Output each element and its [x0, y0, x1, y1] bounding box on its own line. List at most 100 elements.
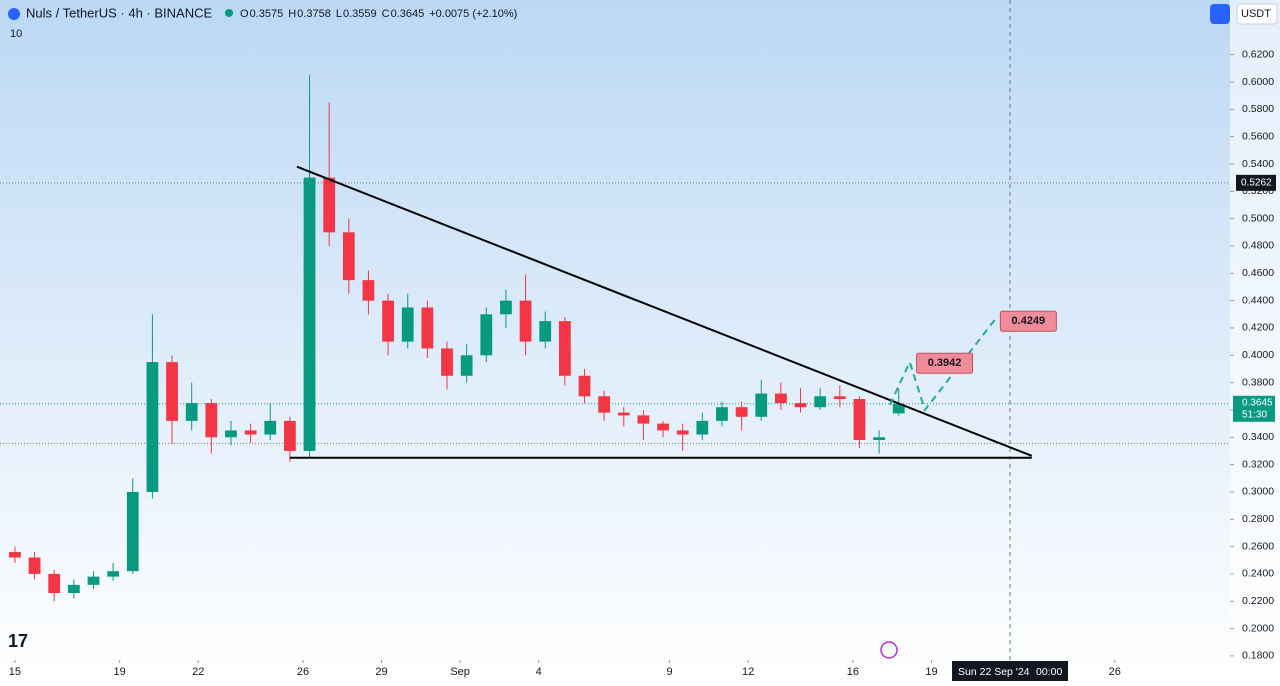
x-tick-label: 12 [742, 666, 754, 678]
x-tick-label: 9 [667, 666, 673, 678]
trendline [296, 165, 1033, 457]
overlay: 0.3942 0.4249 [289, 165, 1057, 459]
candle-body [107, 571, 120, 577]
candle-body [225, 430, 237, 438]
candle-body [67, 584, 80, 594]
x-tick-label: 19 [925, 666, 937, 678]
candle-body [519, 300, 532, 342]
candle-body [873, 437, 885, 440]
x-tick-label: 19 [114, 666, 126, 678]
plot [0, 0, 1234, 663]
y-tick-label: 0.6000 [1242, 76, 1274, 88]
y-tick-label: 0.5800 [1242, 103, 1274, 115]
candle-body [775, 393, 787, 404]
crosshair-date: Sun 22 Sep '24 [958, 666, 1030, 678]
y-tick-label: 0.5400 [1242, 158, 1274, 170]
candle-body [303, 177, 316, 451]
y-tick-label: 0.4400 [1242, 294, 1274, 306]
candle-body [617, 412, 630, 416]
projection [888, 319, 996, 413]
y-tick-label: 0.4600 [1242, 267, 1274, 279]
candle-body [676, 430, 689, 435]
current-price-box [1233, 395, 1275, 422]
x-tick-label: 29 [375, 666, 387, 678]
ohlc-value: 0.3758 [297, 8, 331, 20]
ohlc-key: L [336, 8, 342, 20]
y-tick-label: 0.2800 [1242, 513, 1274, 525]
y-tick-label: 0.2400 [1242, 568, 1274, 580]
ohlc-value: 0.3645 [391, 8, 425, 20]
candle-body [500, 300, 512, 315]
candle-body [853, 399, 866, 440]
x-tick-label: 16 [847, 666, 859, 678]
y-tick-label: 0.3000 [1242, 486, 1274, 498]
candle-body [9, 552, 21, 558]
candle-body [814, 396, 827, 408]
candle-body [283, 420, 296, 451]
candle-body [323, 177, 336, 233]
volume-toggle[interactable]: 10 [10, 28, 22, 40]
target-label: 0.3942 [928, 357, 962, 369]
candle-body [342, 232, 355, 281]
x-tick-label: Sep [450, 666, 470, 678]
candle-body [421, 307, 434, 349]
target-box [999, 310, 1057, 332]
candle-body [460, 355, 473, 376]
candle-body [146, 362, 159, 492]
y-tick-label: 0.3400 [1242, 431, 1274, 443]
crosshair-price-label: 0.5262 [1241, 177, 1272, 188]
alert-icon[interactable] [880, 641, 898, 659]
candle-body [637, 415, 650, 424]
x-tick-label: 22 [192, 666, 204, 678]
candle-body [48, 573, 61, 594]
screenshot-button[interactable] [1210, 4, 1230, 24]
candle-body [696, 420, 709, 435]
status-dot [225, 9, 233, 17]
candle-body [126, 491, 139, 572]
change: +0.0075 (+2.10%) [429, 8, 517, 20]
candle-body [362, 280, 375, 301]
ohlc-value: 0.3559 [343, 8, 377, 20]
ohlc-key: O [240, 8, 249, 20]
y-tick-label: 0.6200 [1242, 48, 1274, 60]
x-tick-label: 26 [1109, 666, 1121, 678]
candle-body [264, 420, 277, 435]
y-tick-label: 0.3800 [1242, 376, 1274, 388]
candle-body [87, 576, 100, 585]
candle-body [716, 407, 728, 421]
symbol-icon [8, 8, 20, 20]
countdown: 51:30 [1242, 409, 1267, 420]
candle-body [892, 403, 905, 414]
y-tick-label: 0.4000 [1242, 349, 1274, 361]
candle-body [480, 314, 493, 356]
candle-body [441, 348, 453, 376]
price-axis-bg [1230, 0, 1280, 681]
candle-body [794, 403, 807, 408]
target-label: 0.4249 [1012, 315, 1046, 327]
y-tick-label: 0.2000 [1242, 622, 1274, 634]
y-tick-label: 0.4200 [1242, 322, 1274, 334]
x-tick-label: 4 [536, 666, 542, 678]
y-tick-label: 0.3200 [1242, 458, 1274, 470]
candle-body [28, 557, 41, 574]
y-tick-label: 0.2600 [1242, 540, 1274, 552]
tv-logo: 17 [8, 631, 28, 651]
candle-body [833, 396, 846, 400]
candle-body [166, 362, 178, 421]
candle-body [539, 321, 552, 342]
currency-button[interactable] [1236, 3, 1278, 25]
current-price-label: 0.3645 [1242, 397, 1273, 408]
target-box [916, 352, 974, 374]
ohlc-legend: O 0.3575 H 0.3758 L 0.3559 C 0.3645 +0.0075 (+2.… [240, 8, 517, 20]
candle-body [244, 430, 257, 435]
x-tick-label: 15 [9, 666, 21, 678]
candle-body [401, 307, 414, 342]
crosshair-date-box [952, 661, 1069, 681]
ohlc-key: C [382, 8, 390, 20]
candle-body [578, 375, 591, 397]
symbol: Nuls / TetherUS · 4h · BINANCE [26, 5, 212, 20]
y-tick-label: 0.2200 [1242, 595, 1274, 607]
